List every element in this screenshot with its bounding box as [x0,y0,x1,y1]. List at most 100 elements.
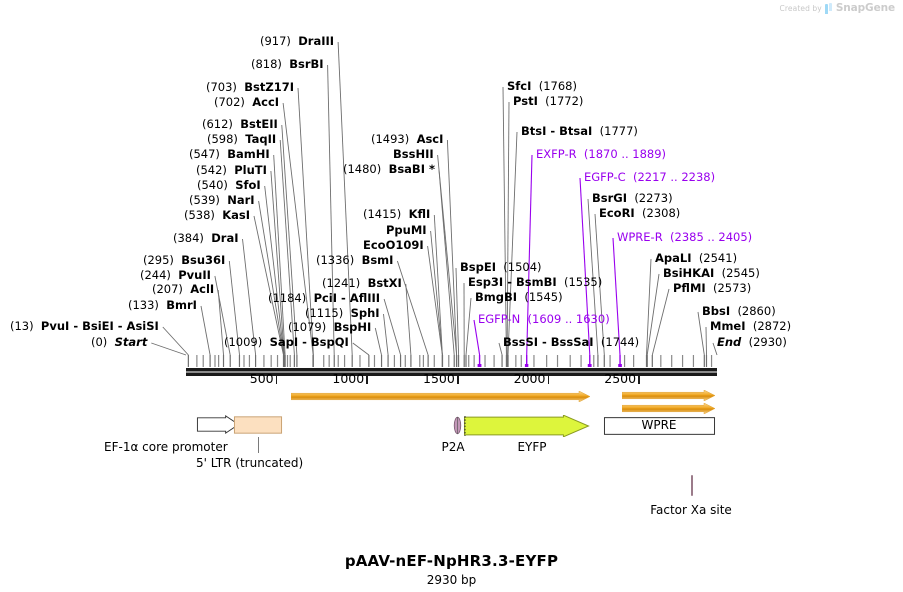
restriction-site-label[interactable]: SfcI (1768) [507,80,577,92]
site-position: (2930) [748,335,787,349]
restriction-site-label[interactable]: (539) NarI [189,194,255,206]
restriction-site-label[interactable]: PflMI (2573) [673,282,751,294]
restriction-site-label[interactable]: BssHII [393,148,434,160]
site-name: WPRE-R [617,230,663,244]
restriction-site-label[interactable]: (0) Start [91,336,147,348]
restriction-site-label[interactable]: EGFP-C (2217 .. 2238) [584,171,715,183]
feature-wpre[interactable] [603,416,716,436]
restriction-site-label[interactable]: (703) BstZ17I [206,81,294,93]
site-position: (1777) [599,124,638,138]
restriction-site-label[interactable]: (612) BstEII [202,118,278,130]
restriction-site-label[interactable]: (1079) BspHI [288,321,371,333]
site-name: BstZ17I [244,80,294,94]
restriction-site-label[interactable]: (598) TaqII [207,133,276,145]
restriction-site-label[interactable]: (1336) BsmI [316,254,393,266]
restriction-site-label[interactable]: BsiHKAI (2545) [663,267,760,279]
feature-eyfp[interactable] [463,415,590,437]
site-name: EGFP-C [584,170,626,184]
site-name: NarI [227,193,255,207]
site-position: (1184) [268,291,307,305]
site-position: (1480) [343,162,382,176]
factor-xa-site-marker [691,475,693,496]
restriction-site-label[interactable]: BmgBI (1545) [475,291,563,303]
restriction-site-label[interactable]: (1241) BstXI [322,277,402,289]
ltr-connector-line [258,437,259,453]
restriction-site-label[interactable]: EGFP-N (1609 .. 1630) [478,313,610,325]
site-position: (539) [189,193,220,207]
site-name: KasI [222,208,251,222]
site-position: (2273) [634,191,673,205]
site-position: (1504) [503,260,542,274]
restriction-site-label[interactable]: BbsI (2860) [702,305,776,317]
restriction-site-label[interactable]: (540) SfoI [197,179,261,191]
site-name: BssHII [393,147,434,161]
site-position: (1545) [524,290,563,304]
restriction-site-label[interactable]: (244) PvuII [140,269,211,281]
site-name: AclI [190,282,215,296]
site-name: AccI [252,95,280,109]
restriction-site-label[interactable]: (1480) BsaBI * [343,163,435,175]
restriction-site-label[interactable]: WPRE-R (2385 .. 2405) [617,231,752,243]
restriction-site-label[interactable]: (133) BmrI [128,299,197,311]
site-name: SapI - BspQI [269,335,349,349]
site-name: BsrBI [289,57,324,71]
site-position: (917) [260,34,291,48]
site-position: (1415) [363,207,402,221]
restriction-site-label[interactable]: (818) BsrBI [251,58,324,70]
site-position: (0) [91,335,108,349]
restriction-site-label[interactable]: EXFP-R (1870 .. 1889) [536,148,666,160]
site-position: (2860) [737,304,776,318]
restriction-site-label[interactable]: (1115) SphI [305,307,380,319]
restriction-site-label[interactable]: End (2930) [717,336,787,348]
site-position: (2573) [713,281,752,295]
restriction-site-label[interactable]: EcoO109I [363,239,424,251]
restriction-site-label[interactable]: (1009) SapI - BspQI [224,336,349,348]
restriction-site-label[interactable]: (1184) PciI - AflIII [268,292,380,304]
site-name: End [717,335,742,349]
site-name: BtsI - BtsaI [521,124,593,138]
restriction-site-label[interactable]: BssSI - BssSaI (1744) [503,336,639,348]
restriction-site-label[interactable]: MmeI (2872) [710,320,791,332]
site-name: TaqII [245,132,277,146]
restriction-site-label[interactable]: (13) PvuI - BsiEI - AsiSI [10,320,159,332]
ruler-label-500: 500 [249,371,274,386]
restriction-site-label[interactable]: BtsI - BtsaI (1777) [521,125,638,137]
site-position: (1870 .. 1889) [583,147,667,161]
site-position: (612) [202,117,233,131]
site-name: BmgBI [475,290,518,304]
restriction-site-label[interactable]: (207) AclI [152,283,214,295]
restriction-site-label[interactable]: (538) KasI [184,209,250,221]
snapgene-logo-icon [824,2,833,14]
site-position: (1772) [545,94,584,108]
restriction-site-label[interactable]: EcoRI (2308) [599,207,680,219]
ruler-tick-1500 [457,373,459,384]
restriction-site-label[interactable]: PpuMI [386,224,427,236]
site-name: BmrI [166,298,197,312]
restriction-site-label[interactable]: PstI (1772) [513,95,583,107]
site-position: (1241) [322,276,361,290]
site-position: (2872) [752,319,792,333]
site-position: (818) [251,57,282,71]
restriction-site-label[interactable]: (542) PluTI [196,164,267,176]
restriction-site-label[interactable]: (1415) KflI [363,208,430,220]
restriction-site-label[interactable]: (1493) AscI [371,133,443,145]
site-position: (1609 .. 1630) [527,312,610,326]
site-position: (1009) [224,335,263,349]
restriction-site-label[interactable]: BspEI (1504) [460,261,542,273]
site-position: (2217 .. 2238) [632,170,716,184]
site-name: EGFP-N [478,312,521,326]
restriction-site-label[interactable]: (702) AccI [214,96,279,108]
feature-p2a[interactable] [453,414,462,437]
restriction-site-label[interactable]: (917) DraIII [260,35,334,47]
restriction-site-label[interactable]: Esp3I - BsmBI (1535) [468,276,602,288]
restriction-site-label[interactable]: ApaLI (2541) [655,252,737,264]
site-position: (1115) [305,306,344,320]
feature-promoter[interactable] [196,414,240,435]
restriction-site-label[interactable]: (384) DraI [173,232,239,244]
feature-ltr[interactable] [233,415,283,435]
restriction-site-label[interactable]: (295) Bsu36I [143,254,225,266]
restriction-site-label[interactable]: BsrGI (2273) [592,192,673,204]
restriction-site-label[interactable]: (547) BamHI [189,148,270,160]
plasmid-name: pAAV-nEF-NpHR3.3-EYFP [344,552,559,570]
